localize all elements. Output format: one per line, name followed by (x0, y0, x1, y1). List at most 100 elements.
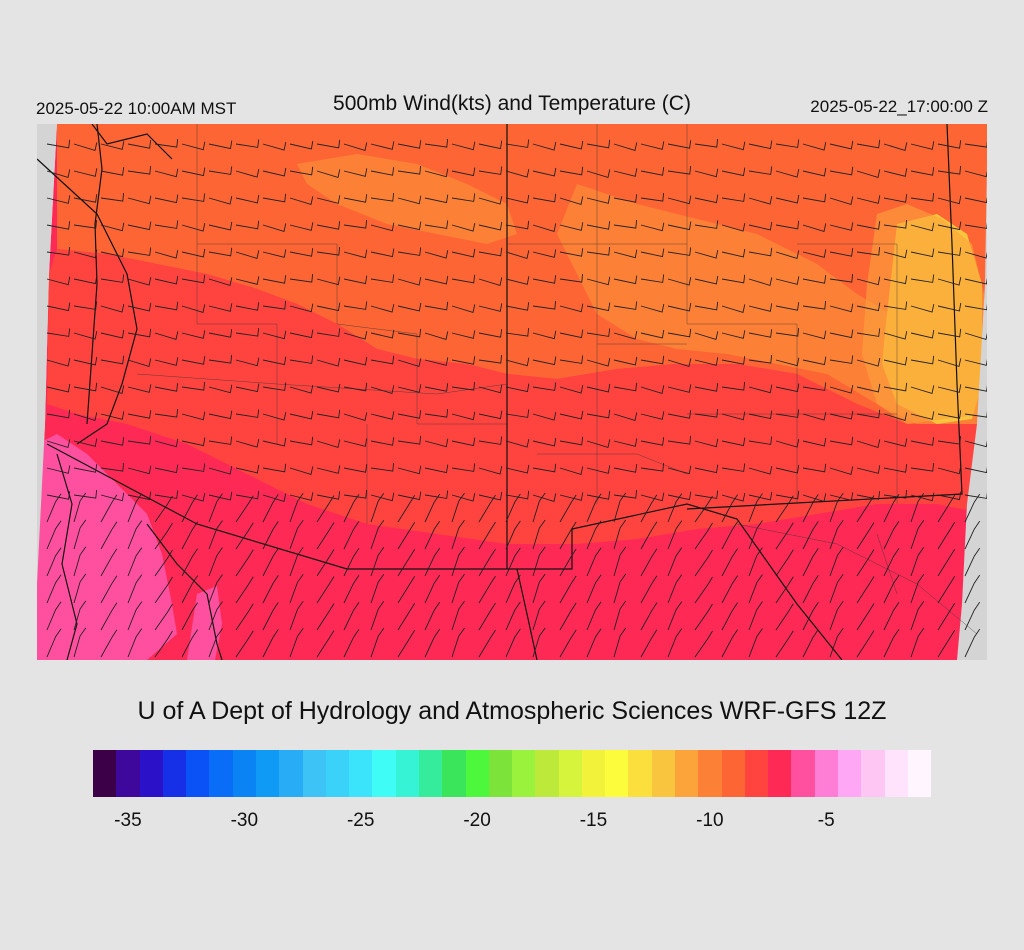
wind-barb (100, 602, 118, 631)
colorbar-tick-label: -15 (579, 810, 608, 831)
wind-barb (613, 194, 638, 203)
wind-barb (73, 464, 98, 473)
wind-barb (289, 547, 304, 577)
wind-barb (586, 547, 602, 577)
wind-barb (46, 409, 71, 419)
wind-barb (316, 302, 341, 312)
wind-barb (586, 195, 611, 204)
wind-barb (829, 274, 854, 283)
wind-barb (478, 384, 503, 394)
wind-barb (397, 549, 416, 577)
wind-barb (910, 248, 935, 258)
wind-barb (748, 574, 763, 604)
wind-barb (937, 495, 956, 523)
wind-barb (640, 304, 665, 313)
wind-barb (262, 493, 287, 502)
wind-barb (613, 249, 638, 259)
wind-barb (451, 519, 465, 550)
wind-barb (964, 493, 981, 523)
wind-barb (721, 304, 746, 313)
wind-barb (262, 629, 279, 658)
wind-barb (316, 439, 341, 448)
wind-barb (748, 329, 773, 338)
wind-barb (451, 573, 465, 604)
wind-barb (802, 356, 827, 366)
wind-barb (46, 465, 71, 474)
wind-barb (46, 601, 62, 631)
wind-barb (262, 275, 287, 284)
wind-barb (748, 410, 773, 420)
wind-barb (667, 465, 692, 475)
wind-barb (262, 602, 279, 631)
wind-barb (208, 601, 223, 631)
wind-barb (208, 410, 233, 420)
wind-barb (559, 466, 584, 475)
wind-barb (451, 411, 476, 421)
wind-barb (262, 575, 279, 604)
wind-barb (748, 547, 763, 577)
wind-barb (127, 465, 152, 475)
wind-barb (640, 548, 658, 577)
wind-barb (748, 166, 773, 175)
wind-barb (208, 436, 233, 445)
wind-barb (370, 167, 395, 176)
wind-barb (532, 142, 557, 151)
wind-barb (640, 193, 665, 202)
wind-barb (73, 546, 87, 577)
wind-barb (316, 465, 341, 474)
wind-barb (451, 546, 465, 577)
wind-barb (613, 492, 627, 523)
wind-barb (964, 466, 987, 474)
wind-barb (802, 629, 819, 658)
wind-barb (316, 169, 341, 178)
wind-barb (748, 277, 773, 286)
wind-barb (100, 437, 125, 446)
wind-barb (181, 493, 206, 502)
wind-barb (829, 410, 854, 420)
wind-barb (883, 601, 900, 631)
wind-barb (910, 222, 935, 232)
wind-barb (397, 491, 422, 501)
wind-barb (883, 412, 908, 421)
wind-barb (910, 492, 925, 523)
wind-barb (775, 522, 794, 550)
wind-barb (505, 194, 530, 204)
wind-barb (964, 410, 987, 418)
wind-barb (316, 328, 341, 337)
wind-barb (559, 548, 577, 577)
wind-barb (802, 223, 827, 232)
wind-barb (802, 330, 827, 340)
wind-barb (262, 412, 287, 421)
wind-barb (586, 221, 611, 230)
wind-barb (343, 331, 368, 340)
wind-barb (667, 328, 692, 338)
wind-barb (721, 223, 746, 232)
wind-barb (262, 463, 287, 473)
wind-barb (964, 359, 987, 366)
wind-barb (289, 574, 304, 604)
wind-barb (964, 303, 987, 311)
wind-barb (910, 304, 935, 313)
wind-barb (316, 409, 341, 419)
wind-barb (100, 629, 118, 658)
wind-barb (694, 438, 719, 448)
wind-barb (586, 302, 611, 312)
wind-barb (289, 303, 314, 313)
wind-barb (100, 248, 125, 258)
wind-barb (181, 629, 198, 658)
wind-barb (532, 382, 557, 391)
chart-title: 500mb Wind(kts) and Temperature (C) (333, 92, 691, 115)
wind-barb (343, 194, 368, 203)
wind-barb (937, 302, 962, 312)
wind-barb (478, 521, 496, 550)
wind-barb (775, 464, 800, 474)
wind-barb (100, 548, 118, 577)
wind-barb (451, 382, 476, 391)
colorbar-swatch (186, 750, 210, 797)
wind-barb (532, 627, 546, 658)
wind-barb (505, 357, 530, 367)
wind-barb (127, 328, 152, 338)
wind-barb (829, 166, 854, 176)
wind-barb (559, 166, 584, 176)
wind-barb (802, 493, 827, 502)
